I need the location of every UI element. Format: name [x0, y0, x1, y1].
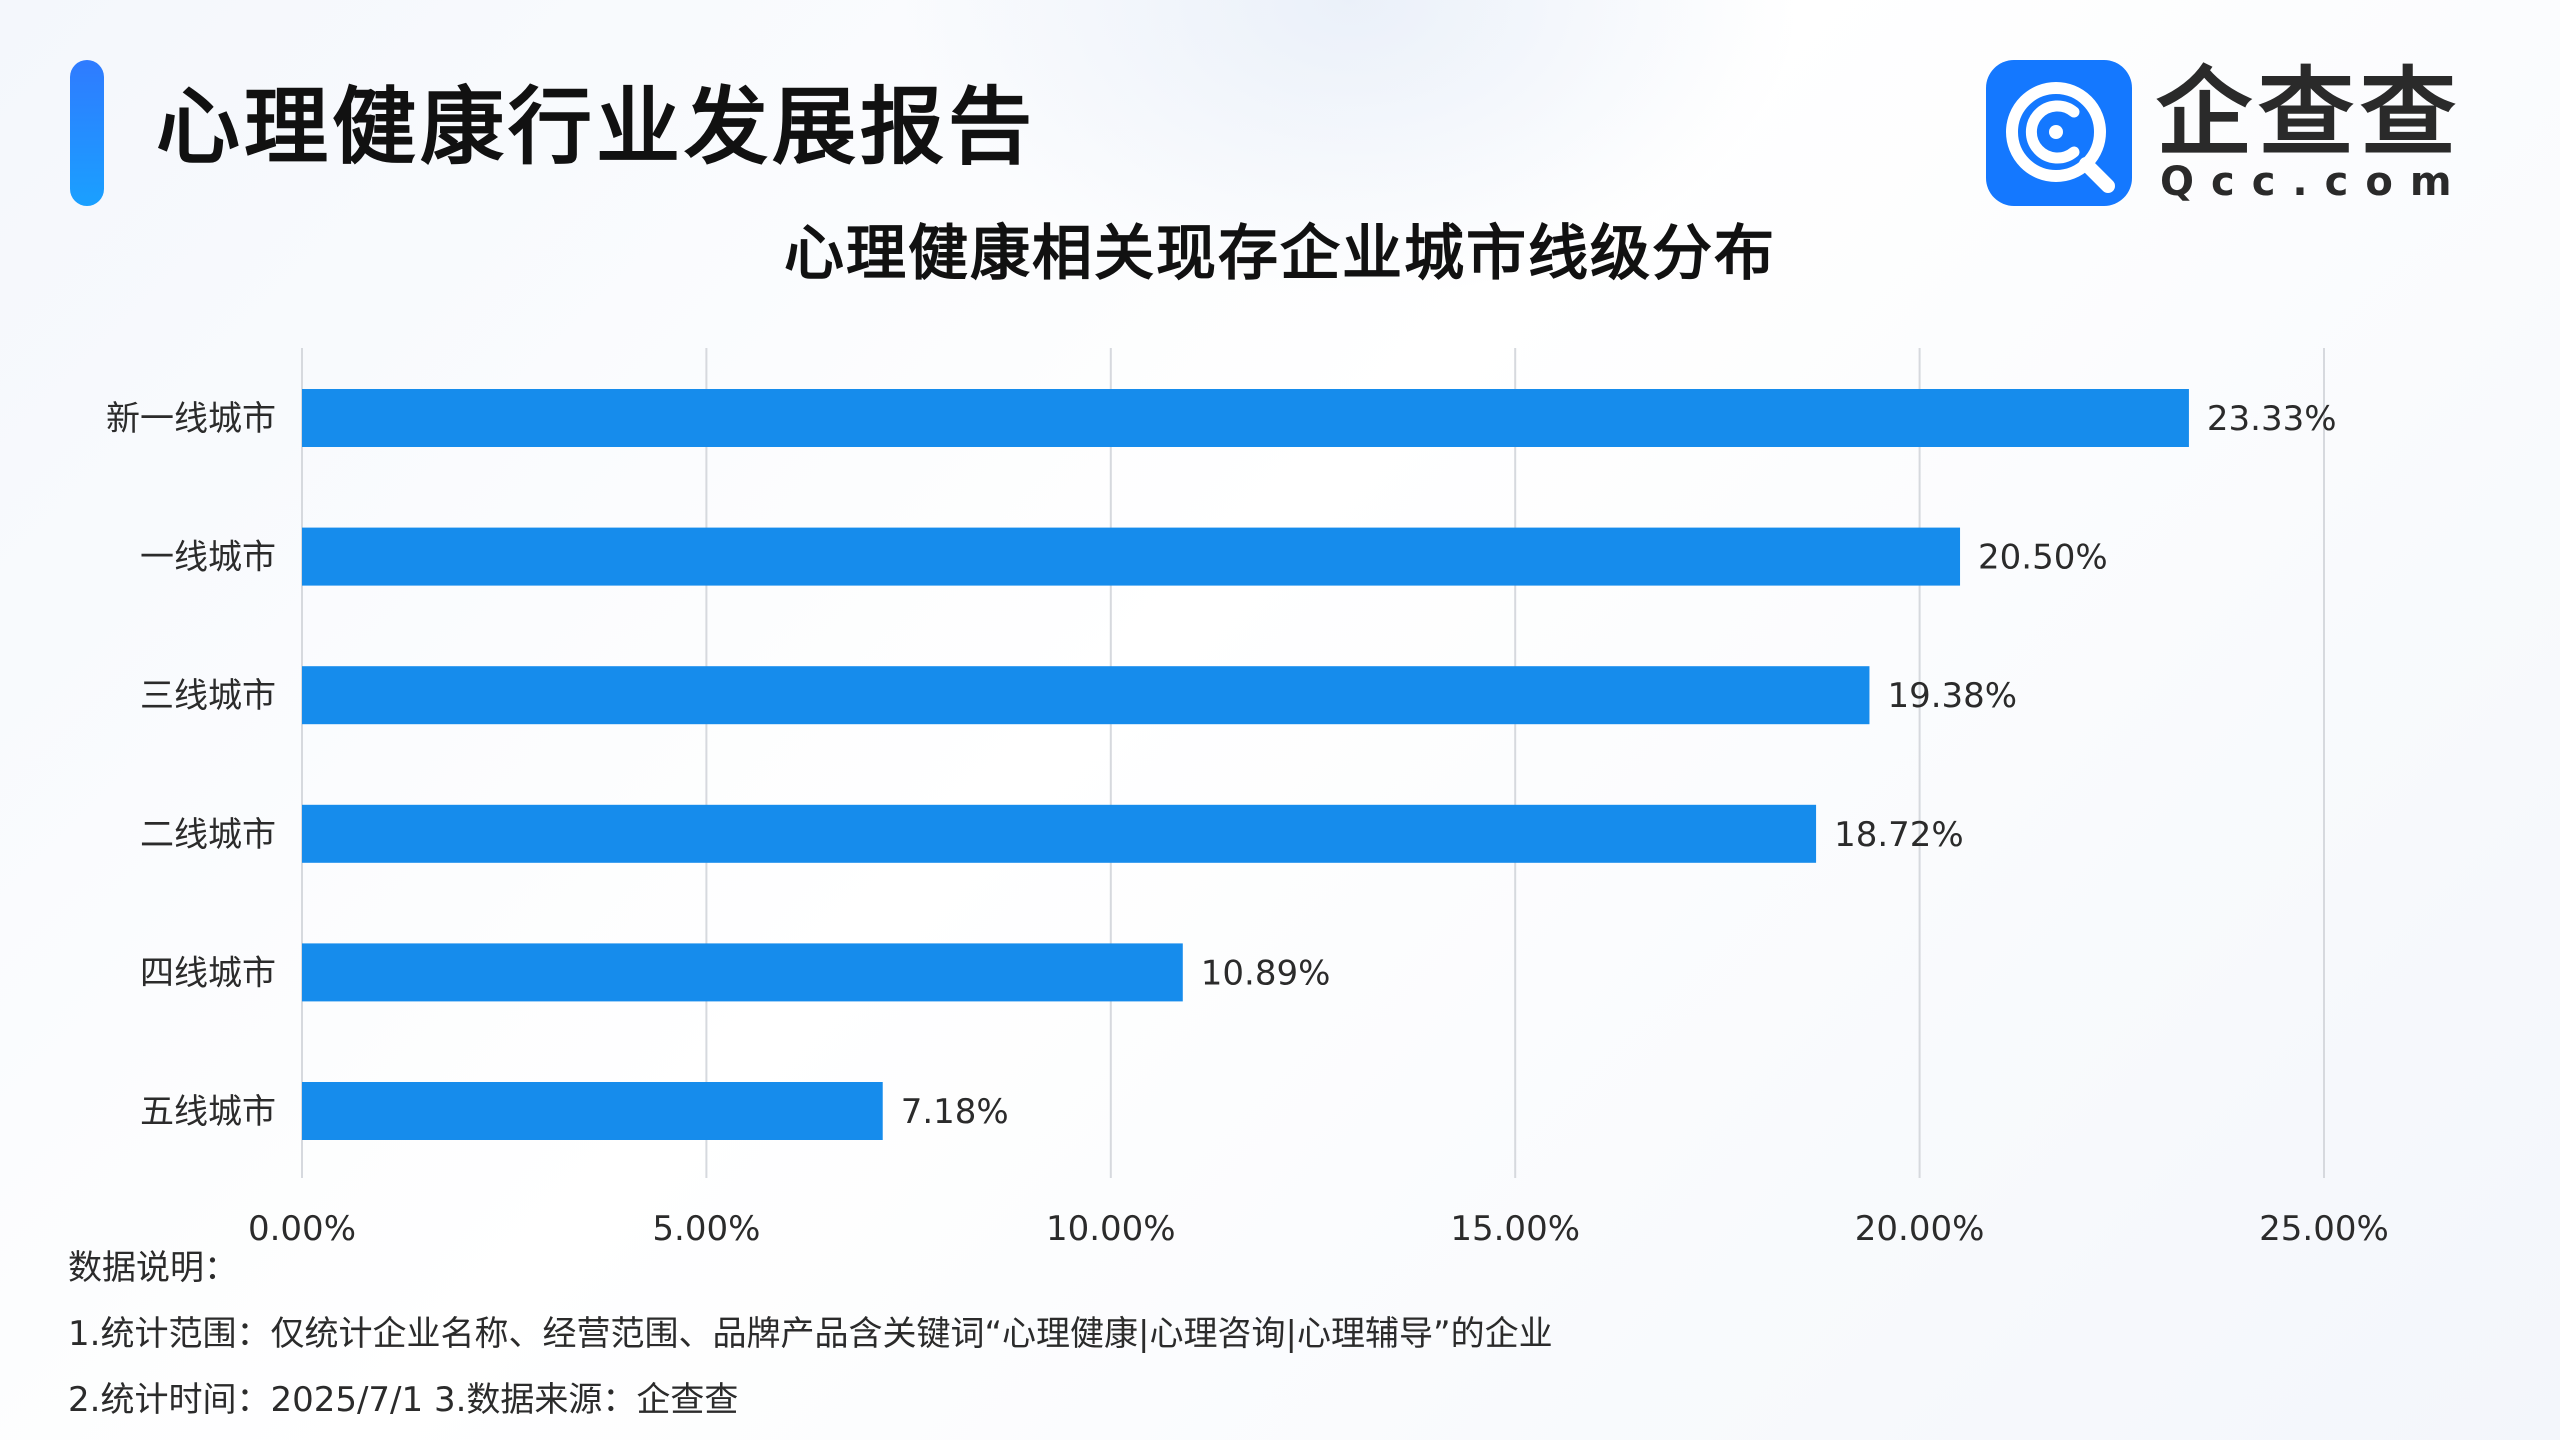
value-label: 10.89%	[1201, 953, 1331, 993]
x-tick-label: 10.00%	[1046, 1209, 1176, 1249]
x-tick-label: 0.00%	[248, 1209, 356, 1249]
x-tick-label: 25.00%	[2259, 1209, 2389, 1249]
category-label: 五线城市	[140, 1092, 276, 1132]
notes-heading: 数据说明：	[68, 1248, 238, 1288]
report-title: 心理健康行业发展报告	[156, 78, 1037, 176]
title-accent-bar	[70, 60, 104, 206]
qcc-logo-icon	[1986, 60, 2132, 206]
bar	[302, 943, 1183, 1002]
category-label: 三线城市	[140, 676, 276, 716]
value-label: 19.38%	[1887, 676, 2017, 716]
logo-wordmark: 企查查	[2156, 57, 2462, 169]
bar-chart: 0.00% 5.00% 10.00% 15.00% 20.00% 25.00% 新一线城市 2…	[106, 348, 2389, 1249]
notes-line-1: 1.统计范围：仅统计企业名称、经营范围、品牌产品含关键词“心理健康|心理咨询|心…	[68, 1314, 1553, 1354]
chart-title: 心理健康相关现存企业城市线级分布	[784, 219, 1776, 289]
x-tick-label: 15.00%	[1450, 1209, 1580, 1249]
value-label: 20.50%	[1978, 538, 2108, 578]
category-label: 二线城市	[140, 815, 276, 855]
logo-subtext: Qcc.com	[2160, 159, 2469, 205]
x-tick-label: 5.00%	[652, 1209, 760, 1249]
category-label: 新一线城市	[106, 399, 276, 439]
bar	[302, 527, 1961, 586]
value-label: 18.72%	[1834, 815, 1964, 855]
category-label: 四线城市	[140, 953, 276, 993]
value-label: 7.18%	[901, 1092, 1009, 1132]
bar	[302, 804, 1817, 863]
value-label: 23.33%	[2207, 399, 2337, 439]
bar	[302, 666, 1870, 725]
bar	[302, 1082, 883, 1140]
category-label: 一线城市	[140, 538, 276, 578]
x-tick-label: 20.00%	[1855, 1209, 1985, 1249]
notes-line-2: 2.统计时间：2025/7/1 3.数据来源：企查查	[68, 1380, 739, 1420]
bar	[302, 389, 2189, 447]
